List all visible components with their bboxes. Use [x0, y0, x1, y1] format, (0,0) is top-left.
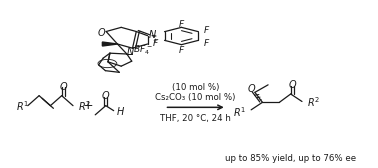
Text: $F$: $F$ [203, 24, 211, 35]
Text: $F$: $F$ [178, 44, 185, 54]
Text: $N$: $N$ [147, 28, 156, 40]
Text: $N$: $N$ [126, 45, 135, 57]
Text: $F$: $F$ [152, 37, 160, 48]
Text: $R^1$: $R^1$ [234, 105, 246, 119]
Text: $R^2$: $R^2$ [307, 95, 320, 109]
Text: $F$: $F$ [178, 17, 185, 29]
Text: $R^2$: $R^2$ [77, 99, 91, 113]
Text: up to 85% yield, up to 76% ee: up to 85% yield, up to 76% ee [225, 154, 356, 163]
Text: Cs₂CO₃ (10 mol %): Cs₂CO₃ (10 mol %) [155, 93, 236, 102]
Text: $F$: $F$ [203, 37, 211, 48]
Text: $O$: $O$ [246, 82, 256, 94]
Text: $+$: $+$ [82, 99, 93, 112]
Polygon shape [102, 42, 118, 46]
Text: $R^1$: $R^1$ [16, 99, 29, 113]
Text: (10 mol %): (10 mol %) [172, 83, 219, 92]
Text: $O$: $O$ [97, 26, 106, 37]
Text: $^+$: $^+$ [150, 38, 158, 47]
Text: $BF_4^-$: $BF_4^-$ [133, 43, 153, 57]
Text: $O$: $O$ [288, 78, 297, 90]
Text: $O$: $O$ [59, 80, 68, 92]
Text: THF, 20 °C, 24 h: THF, 20 °C, 24 h [160, 114, 231, 123]
Text: $H$: $H$ [116, 105, 125, 117]
Text: $O$: $O$ [101, 89, 110, 101]
